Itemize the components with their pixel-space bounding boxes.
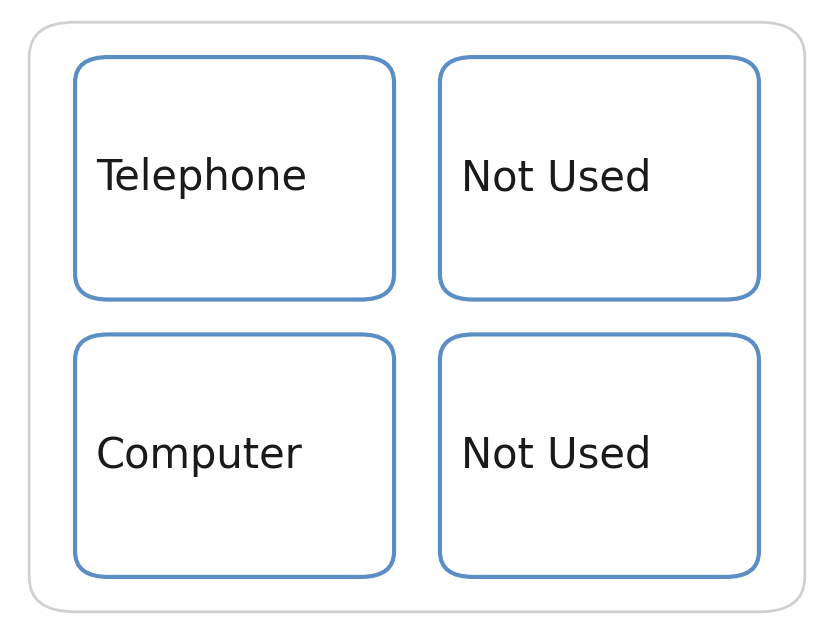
FancyBboxPatch shape: [29, 22, 805, 612]
FancyBboxPatch shape: [75, 335, 394, 577]
Text: Telephone: Telephone: [96, 157, 307, 199]
Text: Not Used: Not Used: [461, 157, 651, 199]
Text: Computer: Computer: [96, 435, 303, 477]
Text: Not Used: Not Used: [461, 435, 651, 477]
FancyBboxPatch shape: [440, 335, 759, 577]
FancyBboxPatch shape: [75, 57, 394, 299]
FancyBboxPatch shape: [440, 57, 759, 299]
